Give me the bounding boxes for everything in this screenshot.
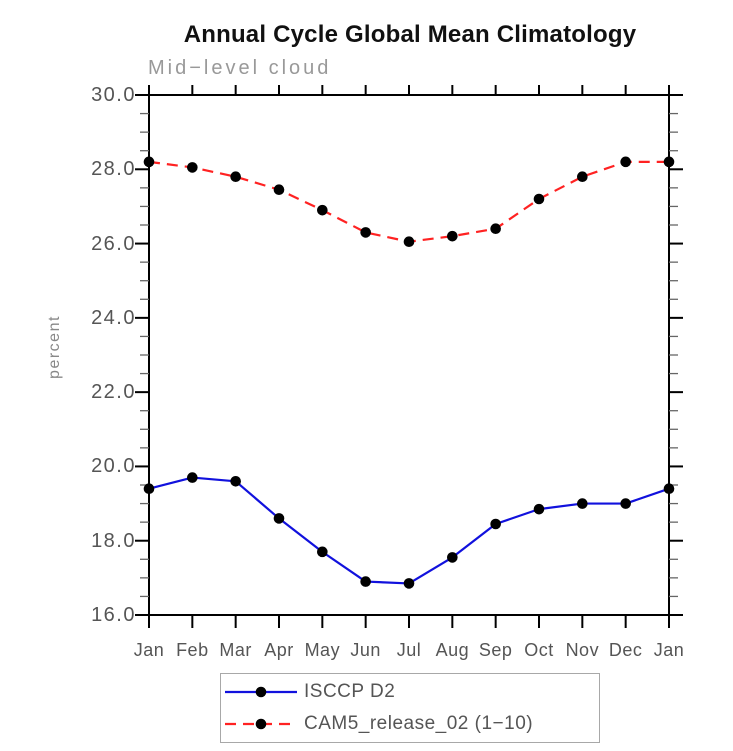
y-tick-label: 20.0 — [91, 455, 136, 478]
chart-title: Annual Cycle Global Mean Climatology — [183, 21, 637, 48]
data-point-marker — [317, 204, 328, 216]
data-point-marker — [577, 171, 588, 183]
data-point-marker — [273, 513, 285, 524]
x-tick-label: Dec — [608, 640, 643, 660]
data-point-marker — [533, 193, 545, 205]
x-tick-label: Jan — [653, 640, 685, 660]
data-point-marker — [620, 498, 631, 509]
chart-subtitle: Mid−level cloud — [148, 57, 332, 79]
data-point-marker — [577, 498, 588, 509]
legend-sample-marker — [255, 686, 267, 698]
data-point-marker — [490, 518, 501, 530]
data-point-marker — [360, 227, 371, 238]
y-tick-label: 30.0 — [91, 84, 136, 106]
x-tick-label: Sep — [478, 640, 513, 660]
y-tick-label: 22.0 — [91, 381, 136, 404]
legend-label-cam5: CAM5_release_02 (1−10) — [304, 713, 534, 734]
x-tick-label: Oct — [524, 640, 554, 660]
x-tick-label: Aug — [435, 640, 470, 660]
x-tick-label: Apr — [264, 640, 294, 660]
data-point-marker — [663, 156, 675, 168]
data-point-marker — [143, 156, 155, 168]
y-tick-label: 18.0 — [91, 529, 136, 552]
data-point-marker — [533, 503, 545, 515]
data-point-marker — [187, 472, 198, 483]
data-point-marker — [143, 483, 155, 495]
x-tick-label: Nov — [565, 640, 600, 660]
series-line-isccp-d2 — [148, 476, 670, 585]
series-line-cam5-release-02-1-10- — [148, 160, 669, 243]
data-point-marker — [273, 184, 285, 196]
data-point-marker — [447, 230, 458, 242]
x-tick-label: Mar — [219, 640, 252, 660]
legend: ISCCP D2 CAM5_release_02 (1−10) — [220, 673, 600, 743]
x-tick-label: Jan — [133, 640, 165, 660]
data-point-marker — [447, 552, 458, 563]
data-point-marker — [187, 162, 198, 173]
legend-label-isccp-d2: ISCCP D2 — [304, 681, 396, 702]
legend-line-sample-solid — [225, 686, 297, 698]
data-point-marker — [403, 578, 415, 589]
x-tick-label: May — [304, 640, 341, 660]
data-point-marker — [490, 223, 501, 235]
x-tick-label: Feb — [176, 640, 209, 660]
y-tick-label: 28.0 — [91, 158, 136, 181]
y-tick-label: 24.0 — [91, 306, 136, 329]
y-tick-label: 16.0 — [91, 604, 136, 626]
legend-item-isccp-d2: ISCCP D2 — [221, 678, 599, 706]
x-tick-label: Jun — [350, 640, 381, 660]
legend-sample-marker — [255, 718, 267, 730]
data-point-marker — [360, 576, 371, 587]
data-point-marker — [230, 171, 241, 183]
legend-line-sample-dashed — [225, 718, 297, 730]
data-point-marker — [663, 483, 675, 495]
data-point-marker — [317, 546, 328, 558]
x-tick-label: Jul — [396, 640, 422, 660]
y-tick-label: 26.0 — [91, 232, 136, 255]
data-point-marker — [403, 236, 415, 248]
data-point-marker — [230, 475, 241, 487]
legend-item-cam5: CAM5_release_02 (1−10) — [221, 710, 599, 738]
data-point-marker — [620, 156, 631, 168]
